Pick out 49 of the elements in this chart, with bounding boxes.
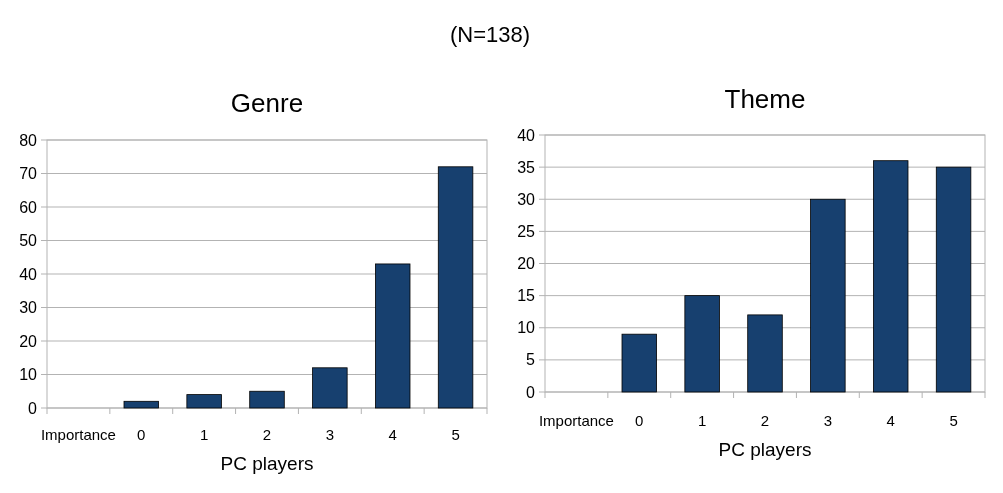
y-tick-label: 15 [517, 287, 536, 305]
y-tick-label: 25 [517, 222, 536, 240]
bar [123, 400, 159, 409]
y-tick-label: 20 [19, 332, 38, 350]
bar [312, 367, 348, 409]
bar [810, 198, 846, 393]
bar [437, 166, 474, 409]
x-tick-label: 3 [325, 426, 335, 443]
y-tick-label: 35 [517, 158, 536, 176]
x-tick-label: 2 [760, 412, 770, 429]
y-tick-label: 20 [517, 255, 536, 273]
chart-title: Theme [724, 84, 806, 114]
x-tick-label: 2 [262, 426, 272, 443]
y-tick-label: 40 [19, 265, 38, 283]
x-tick-label: 1 [697, 412, 707, 429]
x-tick-label: 5 [451, 426, 460, 443]
bar [747, 314, 783, 393]
bar [684, 295, 720, 393]
y-tick-label: 5 [526, 351, 536, 369]
y-tick-label: 70 [19, 165, 38, 183]
y-tick-label: 30 [19, 299, 38, 317]
y-tick-label: 0 [28, 399, 38, 417]
x-axis-title: PC players [718, 439, 812, 460]
y-tick-label: 10 [517, 319, 536, 337]
y-tick-label: 10 [19, 366, 38, 384]
bar [375, 263, 411, 409]
x-tick-label: 0 [635, 412, 644, 429]
x-tick-label: 4 [886, 412, 895, 429]
text: (N=138) [449, 22, 531, 47]
chart-title: Genre [230, 88, 304, 118]
x-tick-label: 5 [949, 412, 958, 429]
bar [249, 390, 285, 409]
x-tick-label: Importance [538, 412, 614, 429]
y-tick-label: 40 [517, 126, 536, 144]
y-tick-label: 50 [19, 232, 38, 250]
x-tick-label: 4 [388, 426, 397, 443]
bar [873, 160, 909, 393]
x-tick-label: 3 [823, 412, 833, 429]
y-tick-label: 60 [19, 198, 38, 216]
x-tick-label: 1 [199, 426, 209, 443]
x-tick-label: 0 [137, 426, 146, 443]
y-tick-label: 30 [517, 190, 536, 208]
y-tick-label: 80 [19, 131, 38, 149]
bar [621, 333, 657, 393]
bar [186, 394, 222, 409]
bar [935, 166, 972, 393]
y-tick-label: 0 [526, 383, 536, 401]
x-tick-label: Importance [40, 426, 116, 443]
x-axis-title: PC players [220, 453, 314, 474]
